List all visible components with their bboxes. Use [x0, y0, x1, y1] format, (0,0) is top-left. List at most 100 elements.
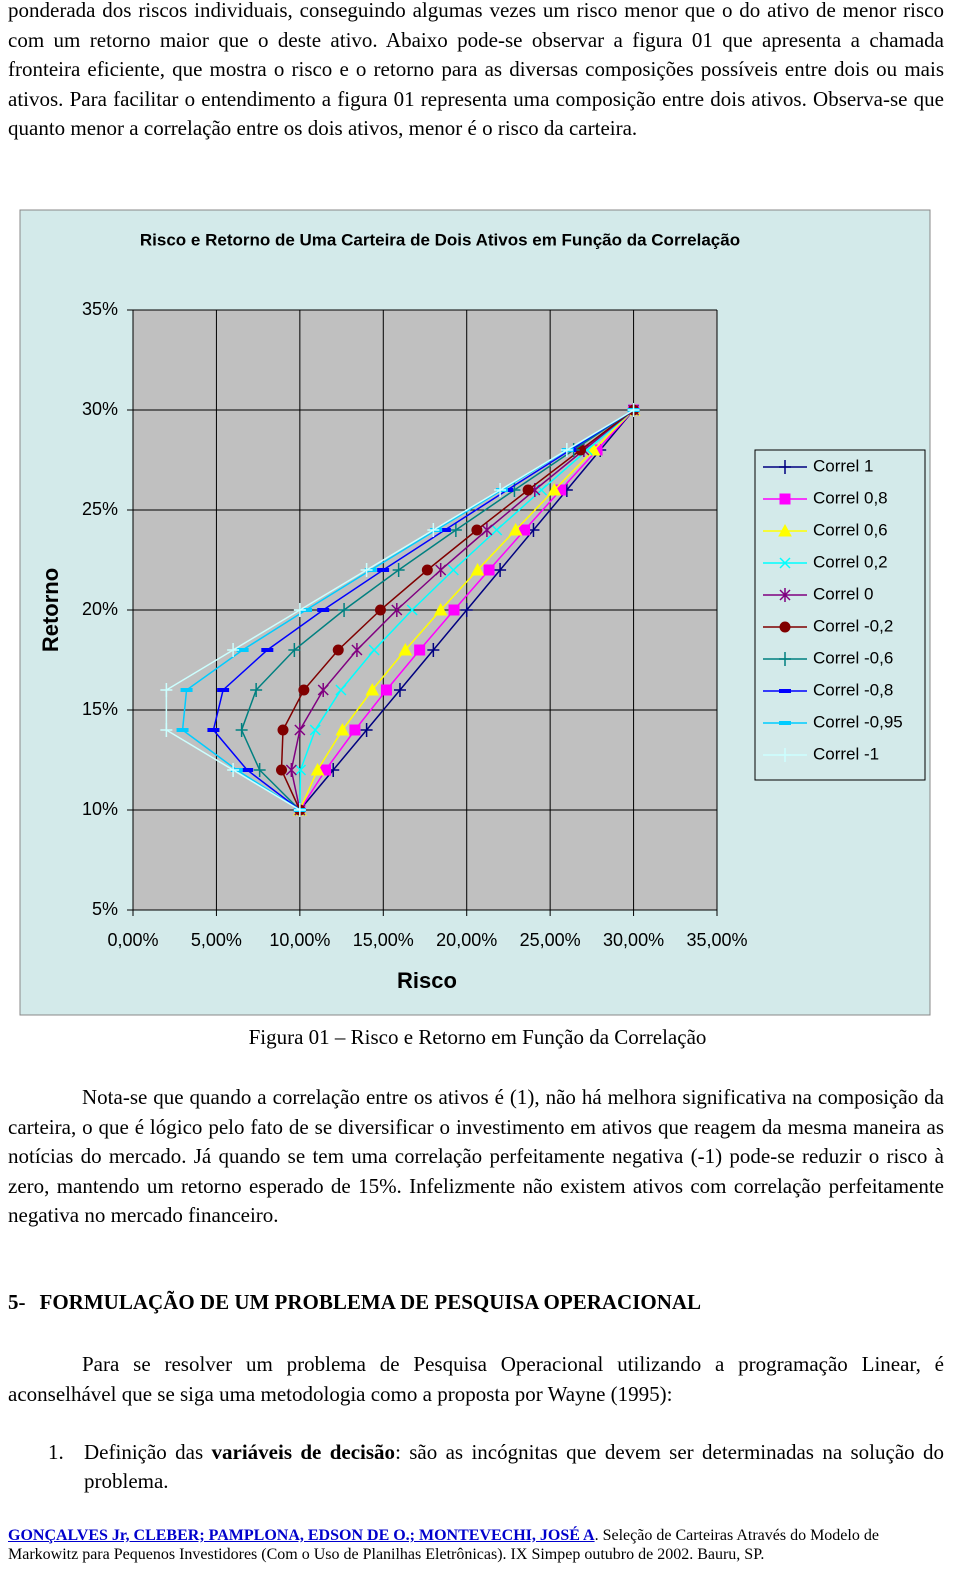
data-point	[380, 684, 392, 696]
data-point	[627, 403, 640, 417]
legend-label: Correl 1	[813, 456, 873, 475]
data-point	[427, 643, 440, 657]
data-point	[160, 683, 173, 697]
bold-text: variáveis de decisão	[211, 1440, 396, 1464]
data-point	[471, 524, 483, 536]
data-point	[293, 803, 306, 817]
legend-marker	[779, 557, 791, 569]
text: : são as incógnitas que devem ser determ…	[84, 1440, 945, 1493]
legend-label: Correl -0,8	[813, 680, 893, 699]
legend-marker	[778, 523, 792, 537]
data-point	[360, 563, 373, 577]
data-point	[460, 603, 473, 617]
data-point	[317, 683, 329, 697]
y-tick-label: 30%	[82, 399, 118, 419]
data-point	[310, 762, 325, 776]
x-tick-label: 35,00%	[686, 930, 747, 950]
legend-label: Correl 0,2	[813, 552, 888, 571]
intro-paragraph: ponderada dos riscos individuais, conseg…	[8, 0, 944, 140]
x-tick-label: 5,00%	[191, 930, 242, 950]
data-point	[294, 723, 306, 737]
legend-marker	[779, 493, 791, 505]
data-point	[351, 643, 363, 657]
data-point	[414, 644, 426, 656]
data-point	[483, 564, 495, 576]
data-point	[522, 484, 534, 496]
legend-marker	[779, 588, 791, 602]
paragraph: Nota-se que quando a correlação entre os…	[8, 1085, 944, 1227]
data-point	[406, 604, 418, 616]
section-title: FORMULAÇÃO DE UM PROBLEMA DE PESQUISA OP…	[39, 1290, 702, 1314]
data-point	[160, 723, 173, 737]
chart: Risco e Retorno de Uma Carteira de Dois …	[19, 209, 931, 1016]
data-point	[276, 764, 288, 776]
paragraph: Para se resolver um problema de Pesquisa…	[8, 1352, 944, 1406]
data-point	[391, 603, 403, 617]
data-point	[449, 523, 462, 537]
data-point	[427, 523, 440, 537]
y-tick-label: 10%	[82, 799, 118, 819]
section-number: 5-	[8, 1290, 26, 1314]
legend-label: Correl -1	[813, 744, 879, 763]
data-point	[365, 682, 380, 696]
chart-title: Risco e Retorno de Uma Carteira de Dois …	[140, 230, 740, 249]
x-axis-label: Risco	[397, 968, 457, 993]
data-point	[227, 643, 240, 657]
x-tick-label: 15,00%	[353, 930, 414, 950]
data-point	[508, 522, 523, 536]
footer-citation: . Seleção de Carteiras Através do Modelo…	[8, 1527, 879, 1563]
data-point	[235, 723, 248, 737]
x-tick-label: 25,00%	[520, 930, 581, 950]
data-point	[338, 603, 351, 617]
data-point	[494, 483, 507, 497]
data-point	[250, 683, 263, 697]
footer-authors: GONÇALVES Jr, CLEBER; PAMPLONA, EDSON DE…	[8, 1527, 595, 1544]
data-point	[368, 644, 380, 656]
data-point	[335, 684, 347, 696]
y-tick-label: 5%	[92, 899, 118, 919]
y-tick-label: 35%	[82, 299, 118, 319]
data-point	[421, 564, 433, 576]
legend-marker	[779, 652, 791, 666]
data-point	[392, 563, 405, 577]
data-point	[309, 724, 321, 736]
legend-label: Correl 0	[813, 584, 873, 603]
data-point	[560, 443, 573, 457]
section-heading: 5- FORMULAÇÃO DE UM PROBLEMA DE PESQUISA …	[8, 1290, 715, 1315]
y-tick-label: 20%	[82, 599, 118, 619]
data-point	[335, 722, 350, 736]
figure-caption: Figura 01 – Risco e Retorno em Função da…	[248, 1025, 707, 1049]
text: Definição das	[84, 1440, 212, 1464]
data-point	[447, 564, 459, 576]
data-point	[586, 442, 601, 456]
data-point	[491, 524, 503, 536]
legend-label: Correl -0,95	[813, 712, 903, 731]
x-tick-label: 20,00%	[436, 930, 497, 950]
y-axis-label: Retorno	[38, 568, 63, 652]
legend-marker	[779, 460, 791, 474]
data-point	[227, 763, 240, 777]
legend-marker	[779, 748, 791, 762]
data-point	[398, 642, 413, 656]
data-point	[277, 724, 289, 736]
data-point	[349, 724, 361, 736]
list-text: Definição das variáveis de decisão: são …	[84, 1438, 944, 1496]
list-number: 1.	[48, 1440, 64, 1464]
legend-label: Correl -0,2	[813, 616, 893, 635]
data-point	[494, 563, 507, 577]
data-point	[393, 683, 406, 697]
data-point	[253, 763, 266, 777]
legend-label: Correl -0,6	[813, 648, 893, 667]
y-tick-label: 15%	[82, 699, 118, 719]
x-tick-label: 30,00%	[603, 930, 664, 950]
legend-label: Correl 0,8	[813, 488, 888, 507]
footer: GONÇALVES Jr, CLEBER; PAMPLONA, EDSON DE…	[8, 1526, 938, 1564]
list-item: 1. Definição das variáveis de decisão: sã…	[48, 1438, 944, 1496]
data-point	[433, 602, 448, 616]
legend-marker	[779, 621, 791, 633]
x-tick-label: 0,00%	[107, 930, 158, 950]
data-point	[294, 764, 307, 776]
data-point	[360, 723, 373, 737]
data-point	[547, 482, 562, 496]
